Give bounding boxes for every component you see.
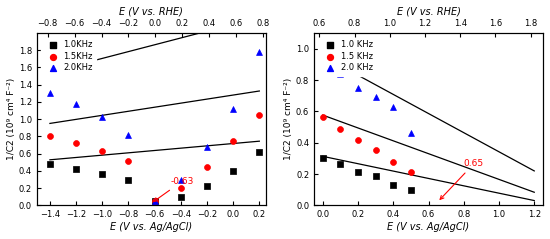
Point (255, 150, 264, 154)
Point (150, 199, 159, 203)
Legend: 1.0KHz, 1.5KHz, 2.0KHz: 1.0KHz, 1.5KHz, 2.0KHz (41, 37, 96, 76)
Point (150, 199, 159, 203)
Point (229, 169, 238, 173)
Point (389, 105, 398, 109)
Point (202, 185, 211, 188)
Text: (A): (A) (43, 38, 65, 51)
Point (336, 127, 345, 130)
Point (72, 141, 80, 145)
Point (46, 91, 54, 95)
Point (354, 138, 362, 141)
Point (124, 133, 133, 137)
Point (336, 162, 345, 166)
Point (318, 156, 327, 159)
Point (354, 170, 362, 174)
Point (229, 139, 238, 143)
Point (177, 195, 185, 199)
Point (98, 116, 107, 120)
Legend: 1.0 KHz, 1.5 KHz, 2.0 KHz: 1.0 KHz, 1.5 KHz, 2.0 KHz (318, 37, 376, 76)
X-axis label: E (V vs. RHE): E (V vs. RHE) (397, 7, 460, 17)
X-axis label: E (V vs. RHE): E (V vs. RHE) (119, 7, 183, 17)
Point (406, 188, 415, 192)
Point (255, 113, 264, 117)
Point (371, 95, 380, 99)
Point (371, 174, 380, 178)
Point (124, 178, 133, 181)
Point (229, 107, 238, 111)
Point (177, 186, 185, 190)
Text: 0.65: 0.65 (440, 159, 484, 199)
Point (318, 54, 327, 58)
Point (98, 149, 107, 153)
Y-axis label: 1/C2 (10⁹ cm⁴ F⁻²): 1/C2 (10⁹ cm⁴ F⁻²) (7, 78, 16, 160)
Text: -0.63: -0.63 (154, 177, 194, 201)
Point (255, 50, 264, 54)
X-axis label: E (V vs. Ag/AgCl): E (V vs. Ag/AgCl) (387, 222, 470, 232)
Point (336, 72, 345, 76)
Point (389, 183, 398, 187)
Y-axis label: 1/C2 (10⁹ cm⁴ F⁻²): 1/C2 (10⁹ cm⁴ F⁻²) (284, 78, 293, 160)
Text: (B): (B) (321, 38, 342, 51)
Point (406, 131, 415, 135)
Point (406, 170, 415, 174)
Point (124, 159, 133, 163)
Point (318, 115, 327, 119)
Point (72, 102, 80, 106)
Point (389, 160, 398, 163)
Point (46, 162, 54, 166)
Point (371, 148, 380, 152)
Point (202, 145, 211, 149)
Point (177, 178, 185, 181)
Point (72, 167, 80, 171)
X-axis label: E (V vs. Ag/AgCl): E (V vs. Ag/AgCl) (111, 222, 192, 232)
Point (354, 86, 362, 90)
Point (46, 135, 54, 138)
Point (98, 172, 107, 175)
Point (150, 199, 159, 203)
Point (202, 165, 211, 168)
